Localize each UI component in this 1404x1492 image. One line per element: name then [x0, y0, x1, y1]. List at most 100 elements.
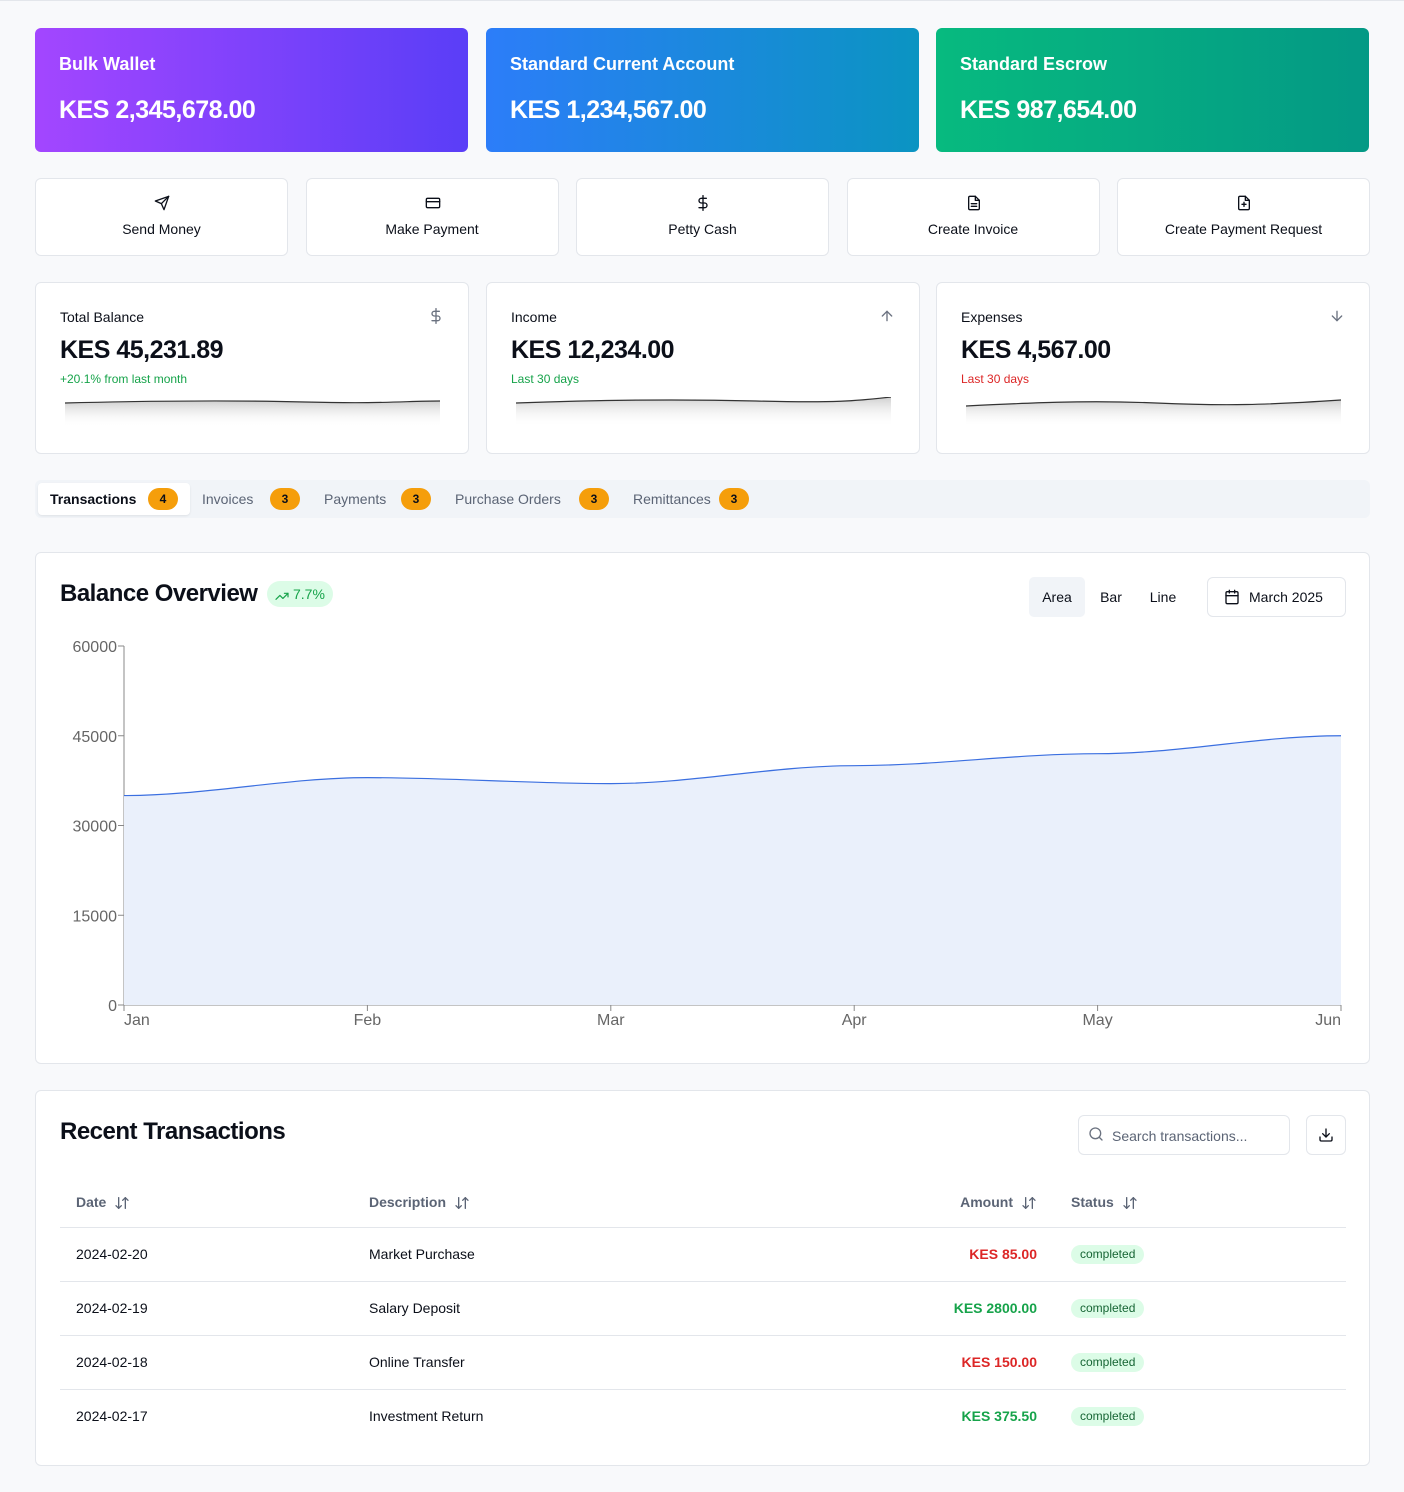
x-tick-label: Apr: [842, 1012, 868, 1029]
period-picker[interactable]: March 2025: [1207, 577, 1346, 617]
cell-date: 2024-02-17: [76, 1408, 148, 1424]
x-tick-label: Jan: [124, 1012, 150, 1029]
tab-count: 3: [401, 488, 431, 510]
cell-description: Investment Return: [369, 1408, 484, 1424]
icon-svg: [1123, 1197, 1137, 1209]
tab[interactable]: Remittances 3: [621, 483, 761, 515]
action-icon: [966, 195, 982, 211]
row-divider: [60, 1389, 1346, 1390]
y-tick-label: 30000: [73, 819, 118, 836]
stat-icon: [1329, 308, 1345, 329]
action-label: Create Payment Request: [1164, 221, 1323, 237]
cell-amount: KES 85.00: [969, 1246, 1037, 1262]
search-box[interactable]: Search transactions...: [1078, 1115, 1290, 1155]
stat-label: Expenses: [961, 309, 1023, 325]
column-label: Date: [76, 1194, 107, 1210]
cell-description: Salary Deposit: [369, 1300, 461, 1316]
icon-svg: [1022, 1197, 1036, 1209]
sort-icon: [1021, 1195, 1037, 1214]
icon-svg: [967, 195, 980, 211]
trend-badge: 7.7%: [267, 581, 333, 607]
chart-title: Balance Overview: [60, 580, 258, 607]
account-balance: KES 987,654.00: [960, 96, 1137, 124]
period-label: March 2025: [1249, 589, 1323, 605]
account-card: Standard Escrow KES 987,654.00: [936, 28, 1369, 152]
action-label: Make Payment: [385, 221, 479, 237]
sparkline-fill: [966, 400, 1341, 427]
tab[interactable]: Payments 3: [312, 483, 443, 515]
cell-amount: KES 375.50: [961, 1408, 1038, 1424]
action-icon: [425, 195, 441, 211]
cell-description: Market Purchase: [369, 1246, 475, 1262]
sparkline-fill: [65, 400, 440, 427]
action-label: Create Invoice: [927, 221, 1019, 237]
icon-svg: [1238, 195, 1250, 211]
transactions-title: Recent Transactions: [60, 1118, 286, 1145]
column-header[interactable]: Date: [76, 1194, 130, 1210]
y-tick-label: 45000: [73, 729, 118, 746]
search-icon: [1088, 1126, 1104, 1147]
column-label: Status: [1071, 1194, 1114, 1210]
stat-card: Income KES 12,234.00 Last 30 days: [486, 282, 920, 454]
x-tick-label: Mar: [597, 1012, 625, 1029]
account-card: Bulk Wallet KES 2,345,678.00: [35, 28, 468, 152]
sparkline-svg: [515, 396, 892, 427]
tab-label: Transactions: [50, 491, 137, 507]
status-badge: completed: [1071, 1353, 1145, 1372]
stat-note: Last 30 days: [511, 372, 580, 386]
sparkline-line: [64, 400, 441, 404]
view-toggle[interactable]: Area: [1029, 577, 1085, 617]
transactions-card: Recent Transactions Search transactions..…: [35, 1090, 1370, 1466]
sparkline: [965, 397, 1342, 427]
chart-card: Balance Overview 7.7% Area Bar Line March 202…: [35, 552, 1370, 1064]
tab[interactable]: Purchase Orders 3: [443, 483, 621, 515]
icon-svg: [1319, 1128, 1333, 1142]
tab-count: 3: [719, 488, 749, 510]
icon-svg: [1225, 589, 1239, 605]
trend-value: 7.7%: [293, 586, 325, 602]
action-button[interactable]: Petty Cash: [576, 178, 829, 256]
cell-description: Online Transfer: [369, 1354, 465, 1370]
action-button[interactable]: Create Payment Request: [1117, 178, 1370, 256]
y-tick-label: 15000: [73, 908, 118, 925]
sparkline-line: [965, 399, 1342, 407]
stat-value: KES 45,231.89: [60, 336, 224, 364]
icon-svg: [1331, 310, 1343, 322]
chart: 0 15000 30000 45000 60000 Jan Feb Mar Apr May Jun: [73, 639, 1342, 1029]
tab[interactable]: Transactions 4: [38, 483, 190, 515]
stat-card: Total Balance KES 45,231.89 +20.1% from la…: [35, 282, 469, 454]
tab-label: Purchase Orders: [455, 491, 561, 507]
sparkline-svg: [965, 399, 1342, 427]
icon-svg: [455, 1197, 469, 1209]
download-button[interactable]: [1306, 1115, 1346, 1155]
row-divider: [60, 1335, 1346, 1336]
tab-count: 4: [148, 488, 178, 510]
cell-date: 2024-02-20: [76, 1246, 148, 1262]
column-header[interactable]: Amount: [960, 1194, 1037, 1210]
account-name: Bulk Wallet: [59, 54, 156, 74]
tab[interactable]: Invoices 3: [190, 483, 312, 515]
download-icon: [1318, 1127, 1334, 1148]
area-fill: [124, 735, 1341, 1005]
tab-count: 3: [270, 488, 300, 510]
view-toggle[interactable]: Bar: [1087, 577, 1135, 617]
action-button[interactable]: Create Invoice: [846, 178, 1100, 256]
stat-card: Expenses KES 4,567.00 Last 30 days: [936, 282, 1370, 454]
stat-value: KES 12,234.00: [511, 336, 675, 364]
sort-icon: [114, 1195, 130, 1214]
tab-label: Invoices: [202, 491, 254, 507]
row-divider: [60, 1227, 1346, 1228]
action-button[interactable]: Make Payment: [305, 178, 559, 256]
sparkline-line: [515, 396, 892, 404]
account-name: Standard Current Account: [510, 54, 735, 74]
stat-value: KES 4,567.00: [961, 336, 1111, 364]
column-header[interactable]: Status: [1071, 1194, 1138, 1210]
view-toggle[interactable]: Line: [1139, 577, 1187, 617]
y-tick-label: 0: [108, 998, 117, 1015]
action-button[interactable]: Send Money: [35, 178, 288, 256]
status-badge: completed: [1071, 1245, 1145, 1264]
sparkline-svg: [64, 400, 441, 427]
column-header[interactable]: Description: [369, 1194, 470, 1210]
sort-icon: [454, 1195, 470, 1214]
